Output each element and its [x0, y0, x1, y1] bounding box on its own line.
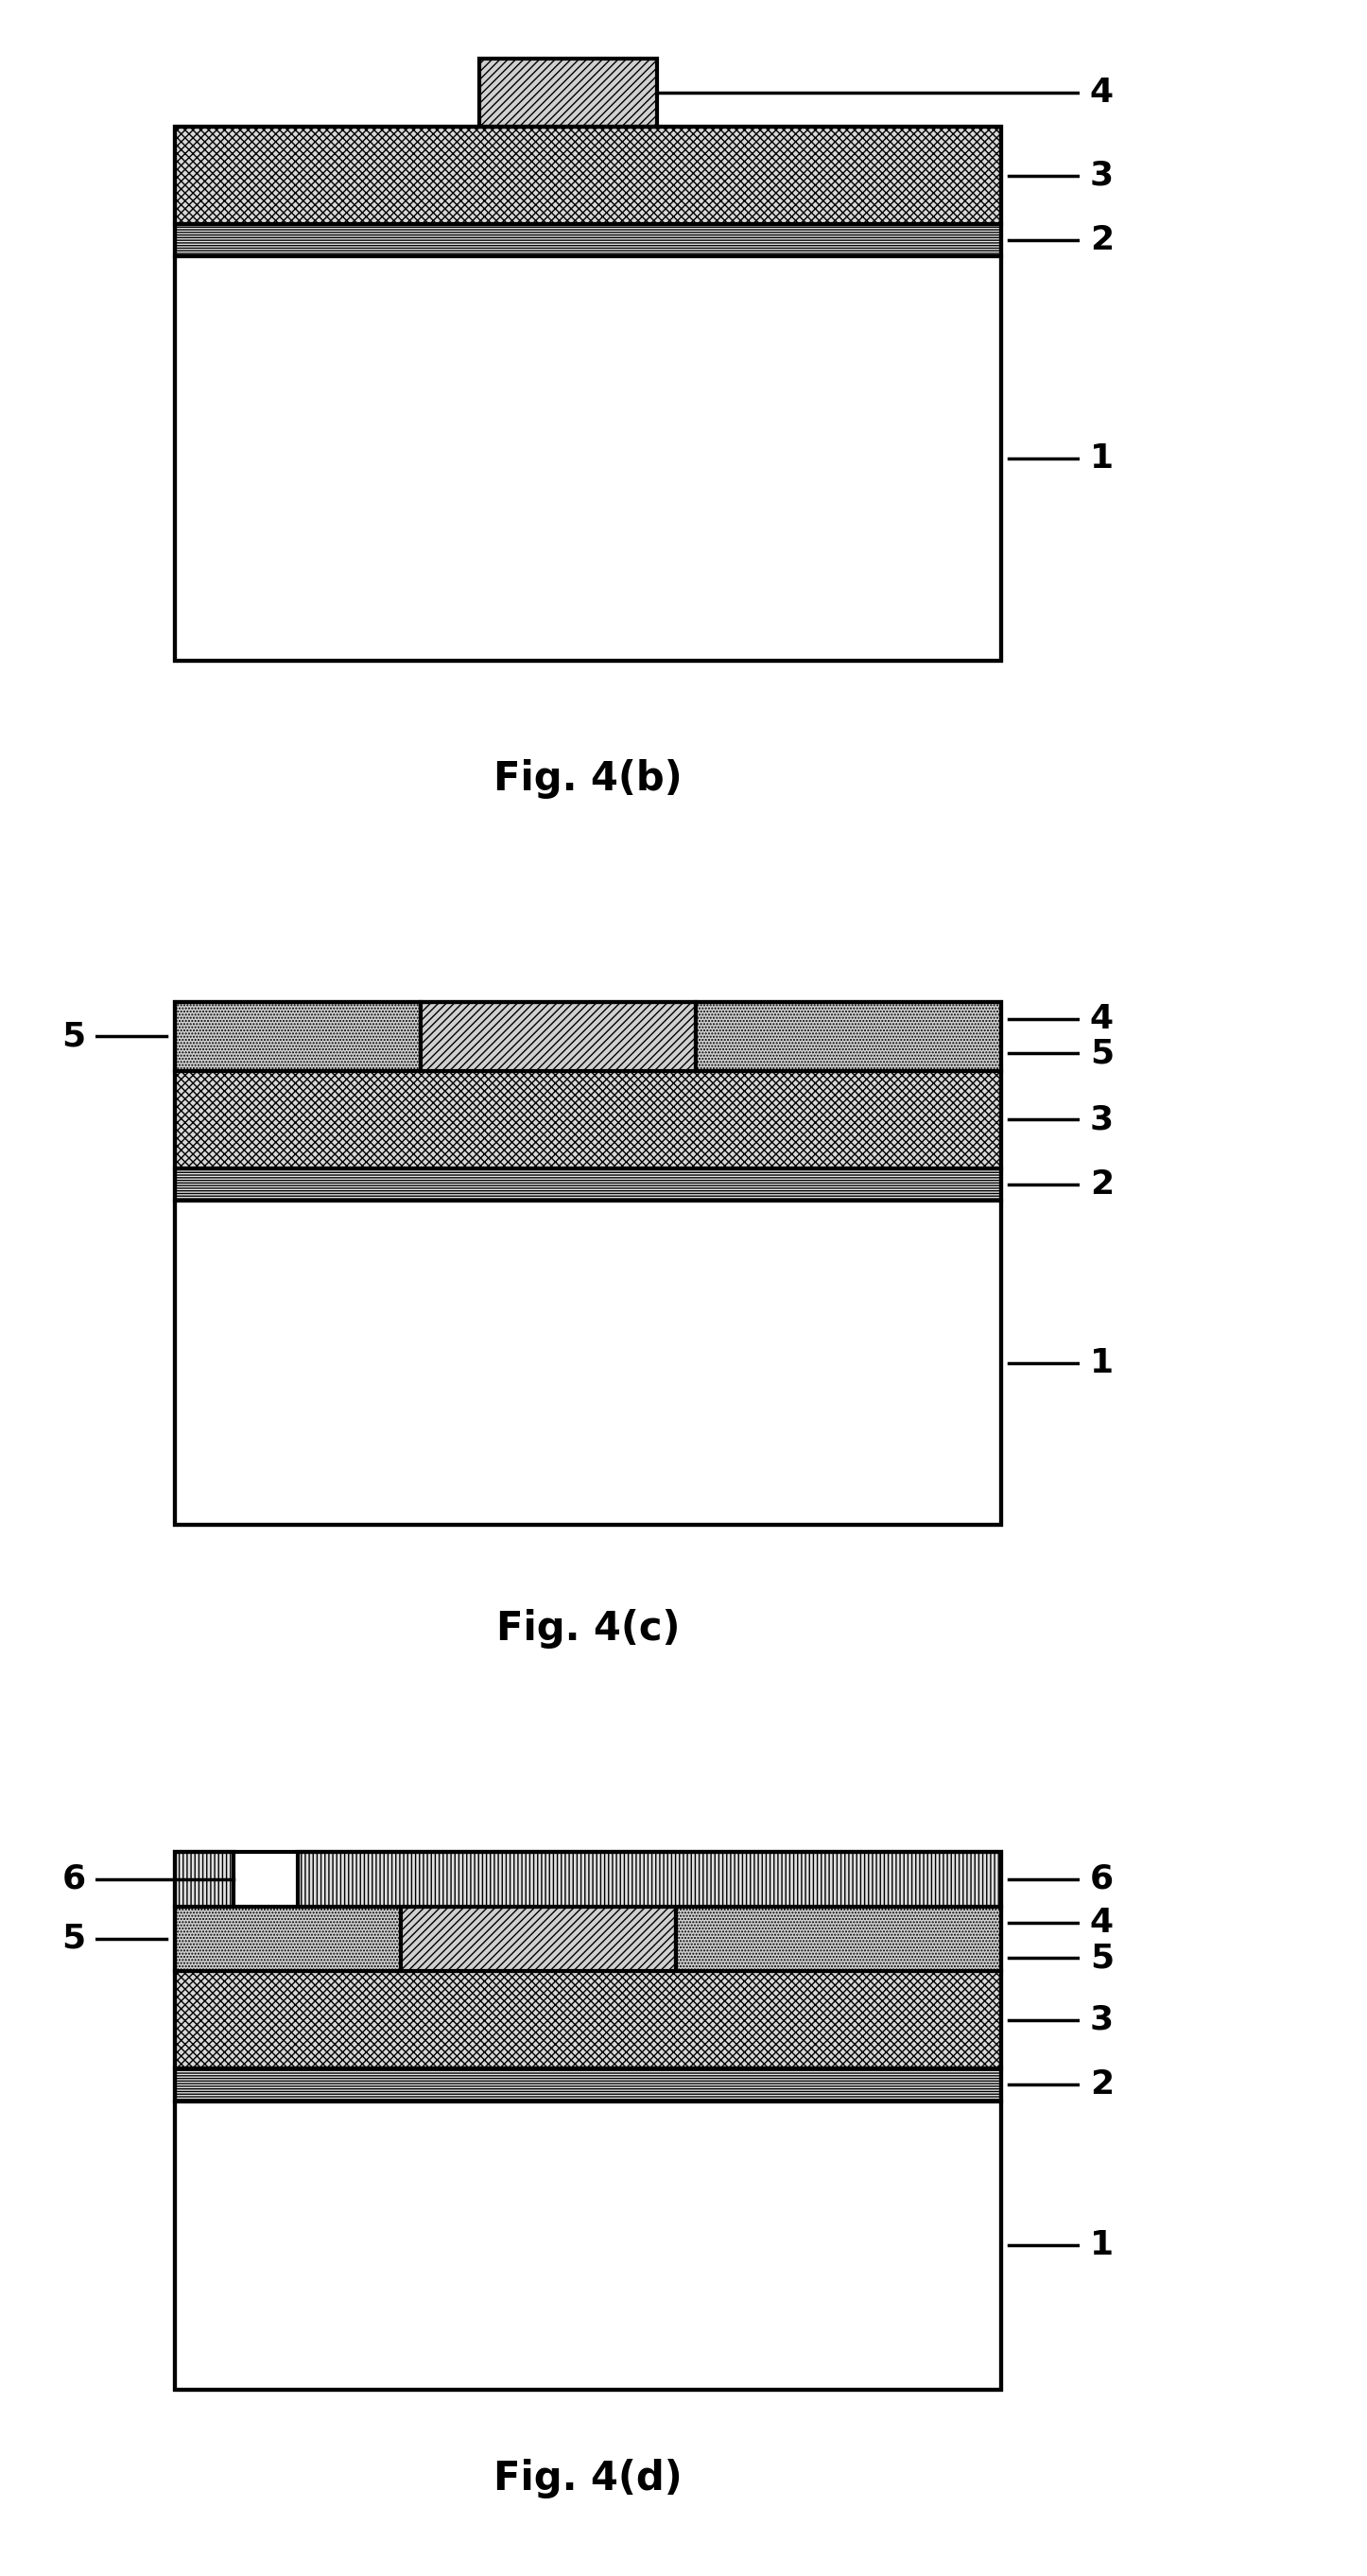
Bar — [175, 2069, 1001, 2102]
Bar — [175, 1072, 1001, 1167]
Text: 3: 3 — [1089, 1103, 1114, 1136]
Text: 1: 1 — [1089, 443, 1114, 474]
Text: 3: 3 — [1089, 160, 1114, 191]
Bar — [175, 1971, 1001, 2069]
Text: Fig. 4(c): Fig. 4(c) — [496, 1610, 679, 1649]
Text: 5: 5 — [62, 1020, 86, 1054]
Text: 4: 4 — [1089, 1002, 1114, 1036]
Bar — [480, 59, 656, 126]
Bar — [175, 1200, 1001, 1525]
Bar — [677, 1906, 1001, 1971]
Bar — [175, 1002, 421, 1072]
Text: Fig. 4(b): Fig. 4(b) — [493, 760, 682, 799]
Bar — [175, 258, 1001, 659]
Text: Fig. 4(d): Fig. 4(d) — [493, 2460, 682, 2499]
Text: 6: 6 — [62, 1862, 86, 1896]
Text: 1: 1 — [1089, 1347, 1114, 1378]
Bar — [175, 2102, 1001, 2391]
Bar — [401, 1906, 677, 1971]
Bar — [696, 1002, 1001, 1072]
Bar — [175, 224, 1001, 258]
Text: 4: 4 — [1089, 77, 1114, 108]
Bar — [175, 1002, 1001, 1525]
Bar — [421, 1002, 696, 1072]
Text: 5: 5 — [1089, 1038, 1114, 1069]
Bar — [175, 1167, 1001, 1200]
Text: 2: 2 — [1089, 2069, 1114, 2102]
Text: 5: 5 — [62, 1922, 86, 1955]
Text: 2: 2 — [1089, 224, 1114, 258]
Text: 4: 4 — [1089, 1906, 1114, 1940]
Bar — [298, 1852, 1001, 1906]
Text: 1: 1 — [1089, 2228, 1114, 2262]
Bar — [175, 1852, 1001, 2391]
Bar — [175, 126, 1001, 224]
Bar — [175, 1852, 234, 1906]
Bar — [175, 126, 1001, 659]
Bar — [175, 1906, 401, 1971]
Text: 3: 3 — [1089, 2004, 1114, 2035]
Text: 6: 6 — [1089, 1862, 1114, 1896]
Text: 2: 2 — [1089, 1167, 1114, 1200]
Text: 5: 5 — [1089, 1942, 1114, 1973]
